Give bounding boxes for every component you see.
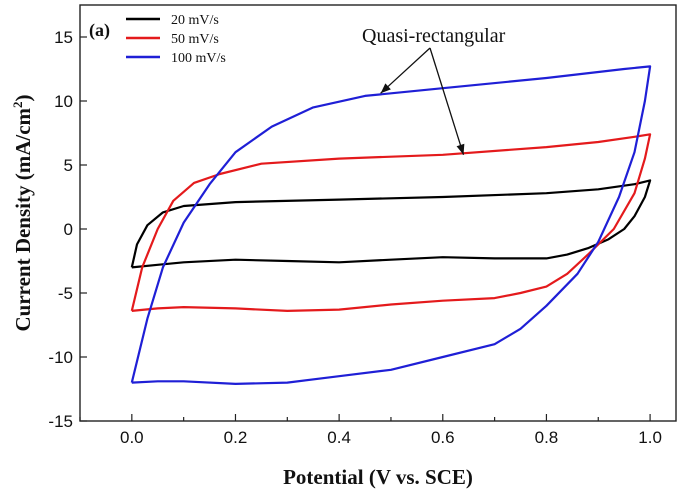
x-axis-title: Potential (V vs. SCE) — [283, 465, 473, 489]
panel-label: (a) — [89, 20, 110, 41]
y-tick-label: 10 — [54, 92, 73, 111]
y-axis-title-sup: 2 — [10, 101, 25, 108]
x-tick-label: 0.2 — [224, 428, 248, 447]
y-tick-label: -5 — [58, 284, 73, 303]
legend-label-0: 20 mV/s — [171, 13, 219, 28]
y-tick-label: -10 — [48, 348, 73, 367]
legend-label-2: 100 mV/s — [171, 51, 226, 66]
axis-ticks: 0.0 0.2 0.4 0.6 0.8 1.0 -15 -10 -5 0 5 10 15 — [48, 28, 661, 447]
x-tick-label: 0.6 — [431, 428, 455, 447]
annotation-arrowhead-1 — [456, 143, 465, 155]
series-1-line — [130, 133, 652, 312]
x-tick-label: 1.0 — [638, 428, 662, 447]
annotation-label: Quasi-rectangular — [362, 25, 506, 47]
annotation-arrow-0 — [380, 47, 431, 94]
annotation-arrow-1 — [429, 47, 465, 155]
y-axis-title-end: ) — [11, 94, 35, 101]
y-tick-label: -15 — [48, 412, 73, 431]
x-tick-label: 0.4 — [327, 428, 351, 447]
y-tick-label: 5 — [64, 156, 73, 175]
series-2-line — [130, 65, 652, 385]
series-0-line — [130, 179, 652, 269]
legend-label-1: 50 mV/s — [171, 32, 219, 47]
y-tick-label: 0 — [64, 220, 73, 239]
plot-frame — [79, 4, 677, 422]
y-axis-title: Current Density (mA/cm2) — [10, 94, 35, 331]
annotation-arrows — [380, 47, 465, 155]
y-axis-title-main: Current Density (mA/cm — [11, 107, 35, 331]
x-tick-label: 0.8 — [535, 428, 559, 447]
series-layer — [130, 65, 652, 385]
x-tick-label: 0.0 — [120, 428, 144, 447]
y-tick-label: 15 — [54, 28, 73, 47]
legend: 20 mV/s 50 mV/s 100 mV/s — [126, 13, 226, 66]
annotation-arrowhead-0 — [380, 83, 391, 94]
